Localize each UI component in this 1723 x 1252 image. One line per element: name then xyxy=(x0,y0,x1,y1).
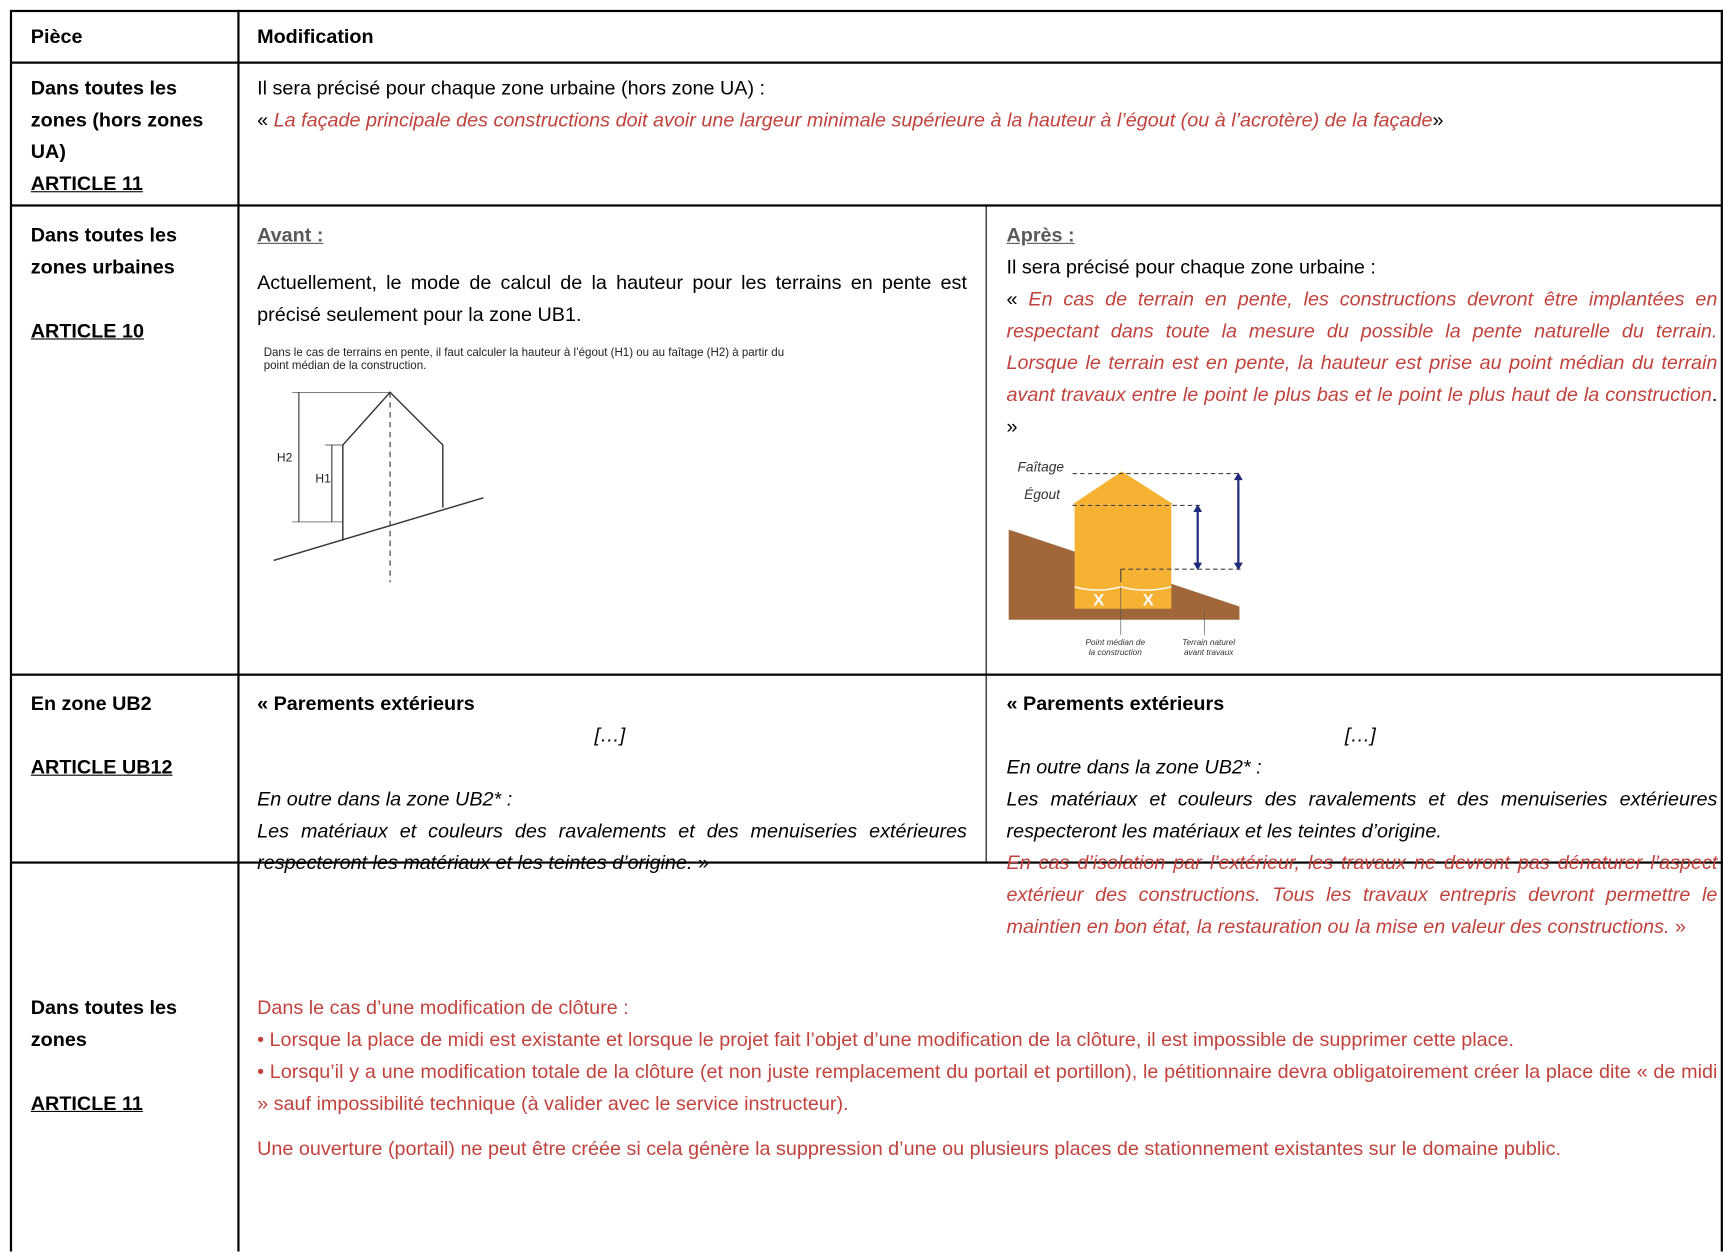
figure-label: Terrain naturel xyxy=(1182,638,1236,647)
before-heading: « Parements extérieurs xyxy=(257,692,475,715)
before-cell: Avant : Actuellement, le mode de calcul … xyxy=(257,220,967,331)
quote-mark: » xyxy=(697,851,709,874)
before-figure: Dans le cas de terrains en pente, il fau… xyxy=(264,347,784,583)
ellipsis: […] xyxy=(594,724,626,747)
paragraph: Dans le cas d’une modification de clôtur… xyxy=(257,996,629,1019)
figure-label: X xyxy=(1093,591,1104,609)
figure-caption: point médian de la construction. xyxy=(264,360,427,372)
figure-label: X xyxy=(1143,591,1154,609)
figure-label: H1 xyxy=(315,471,331,485)
header-cell: Modification xyxy=(257,25,374,48)
after-heading: Après : xyxy=(1006,224,1075,247)
article: ARTICLE 10 xyxy=(30,319,144,342)
border xyxy=(10,204,1723,207)
after-figure: Faîtage Égout X X Point médian de la con… xyxy=(1008,459,1243,657)
quote-mark: « xyxy=(257,108,269,131)
after-text: Les matériaux et couleurs des ravalement… xyxy=(1006,787,1718,842)
border xyxy=(985,204,987,864)
subheading: En outre dans la zone UB2* : xyxy=(1006,755,1262,778)
paragraph: • Lorsque la place de midi est existante… xyxy=(257,1028,1515,1051)
figure-label: Faîtage xyxy=(1017,459,1064,474)
after-heading: « Parements extérieurs xyxy=(1006,692,1225,715)
before-text: Les matériaux et couleurs des ravalement… xyxy=(257,819,967,874)
quote: La façade principale des constructions d… xyxy=(273,108,1433,131)
piece-cell: Dans toutes les zones urbaines ARTICLE 1… xyxy=(31,220,212,347)
quote-mark: » xyxy=(1432,108,1444,131)
figure-label: la construction xyxy=(1089,648,1143,657)
before-text: Actuellement, le mode de calcul de la ha… xyxy=(257,271,967,326)
subheading: En outre dans la zone UB2* : xyxy=(257,787,513,810)
article: ARTICLE 11 xyxy=(30,1092,143,1115)
article: ARTICLE UB12 xyxy=(30,755,173,778)
quote-mark: . » xyxy=(1006,383,1718,438)
after-cell: Après : Il sera précisé pour chaque zone… xyxy=(1007,220,1718,443)
paragraph: Une ouverture (portail) ne peut être cré… xyxy=(257,1137,1562,1160)
piece: Dans toutes les zones xyxy=(30,996,177,1051)
border xyxy=(10,673,1723,676)
modification-cell: Dans le cas d’une modification de clôtur… xyxy=(257,992,1717,1165)
quote-mark: « xyxy=(1006,287,1018,310)
figure-caption: Dans le cas de terrains en pente, il fau… xyxy=(264,347,784,359)
border xyxy=(9,9,13,1252)
header-cell: Pièce xyxy=(30,25,83,48)
quote-mark: » xyxy=(1674,915,1686,938)
added-text: En cas d’isolation par l’extérieur, les … xyxy=(1006,851,1718,938)
figure-label: avant travaux xyxy=(1184,648,1234,657)
figure-label: Point médian de xyxy=(1086,638,1146,647)
after-intro: Il sera précisé pour chaque zone urbaine… xyxy=(1006,256,1376,278)
ellipsis: […] xyxy=(1344,724,1376,747)
before-cell: « Parements extérieurs […] En outre dans… xyxy=(257,688,967,879)
figure-label: H2 xyxy=(277,450,293,464)
piece-cell: En zone UB2 ARTICLE UB12 xyxy=(31,688,212,784)
border xyxy=(10,9,1723,13)
figure-label: Égout xyxy=(1024,486,1061,502)
piece: En zone UB2 xyxy=(30,692,152,715)
before-heading: Avant : xyxy=(257,224,324,247)
piece: Dans toutes les zones (hors zones UA) xyxy=(30,76,204,163)
border xyxy=(1720,9,1723,1252)
modification-cell: Il sera précisé pour chaque zone urbaine… xyxy=(257,73,1718,137)
after-cell: « Parements extérieurs […] En outre dans… xyxy=(1007,688,1718,943)
article: ARTICLE 11 xyxy=(30,172,143,195)
piece-cell: Dans toutes les zones (hors zones UA) AR… xyxy=(31,73,212,200)
paragraph: • Lorsqu’il y a une modification totale … xyxy=(257,1060,1718,1115)
piece-cell: Dans toutes les zones ARTICLE 11 xyxy=(31,992,212,1119)
intro: Il sera précisé pour chaque zone urbaine… xyxy=(257,76,766,99)
piece: Dans toutes les zones urbaines xyxy=(30,224,177,278)
border xyxy=(10,61,1723,64)
quote: En cas de terrain en pente, les construc… xyxy=(1006,287,1718,406)
border xyxy=(10,861,1723,864)
border xyxy=(237,9,240,1252)
